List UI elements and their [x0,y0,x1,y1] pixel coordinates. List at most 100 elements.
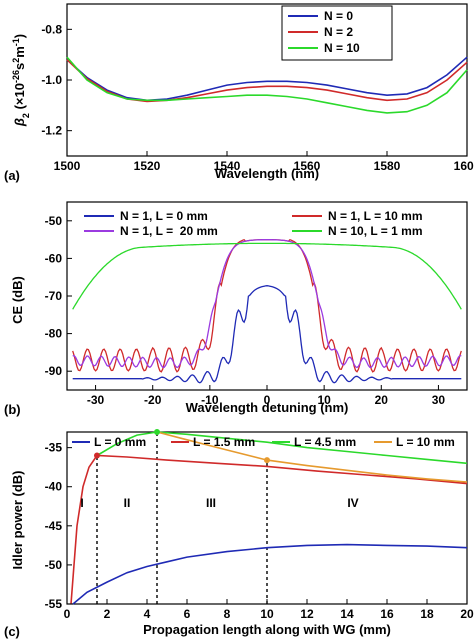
panel-b-ytick-label: -50 [45,214,63,228]
panel-b-legend-label: N = 1, L = 20 mm [120,224,218,238]
panel-a-xtick-label: 1540 [214,159,241,173]
panel-a-legend-label: N = 10 [324,41,360,55]
panel-b-xlabel: Wavelength detuning (nm) [186,400,349,415]
panel-c-series-2 [96,431,468,465]
panel-a-ytick-label: -1.2 [41,124,62,138]
panel-b-y-ticks: -50 -60 -70 -80 -90 [45,214,72,378]
panel-b-xtick-label: 30 [432,393,446,407]
panel-b-legend-label: N = 10, L = 1 mm [328,224,423,238]
panel-c-y-ticks: -35 -40 -45 -50 -55 [45,441,72,611]
panel-b-label: (b) [4,402,21,417]
panel-b-series-2 [72,239,462,369]
panel-c-xtick-label: 2 [104,607,111,621]
ylabel-unit-c: m [12,46,27,58]
panel-c-xtick-label: 12 [300,607,314,621]
panel-c-regions: I II III IV [80,496,358,510]
panel-c-xtick-label: 10 [260,607,274,621]
panel-c-ylabel: Idler power (dB) [10,471,25,570]
panel-c-xtick-label: 4 [144,607,151,621]
panel-c-region-label: I [80,496,83,510]
panel-b-legend-label: N = 1, L = 0 mm [120,209,208,223]
panel-c: 0 2 4 6 8 10 12 14 16 18 20 -35 -40 -45 -50 -55 L = 0 … [4,429,474,639]
panel-c-legend-label: L = 0 mm [94,435,146,449]
panel-b-xtick-label: 0 [264,393,271,407]
ylabel-beta: β [12,118,27,127]
panel-c-xlabel: Propagation length along with WG (mm) [143,622,391,637]
panel-c-marker [94,452,100,459]
panel-c-ytick-label: -50 [45,558,63,572]
panel-b-series-3 [72,242,462,310]
panel-a-legend-label: N = 0 [324,9,353,23]
panel-c-xtick-label: 16 [380,607,394,621]
panel-c-xtick-label: 0 [64,607,71,621]
panel-a-y-ticks: -0.8 -1.0 -1.2 [41,22,72,138]
panel-c-region-label: III [206,496,216,510]
panel-b-xtick-label: -10 [201,393,219,407]
ylabel-unit-a: (×10 [12,83,27,113]
panel-c-ytick-label: -35 [45,441,63,455]
panel-b-legend-entries: N = 1, L = 0 mm N = 1, L = 10 mm N = 1, L … [84,209,423,238]
panel-c-xtick-label: 18 [420,607,434,621]
panel-c-xtick-label: 8 [224,607,231,621]
panel-c-ytick-label: -55 [45,597,63,611]
panel-c-region-label: IV [347,496,358,510]
panel-a-series-0 [66,56,468,102]
panel-b-x-ticks: -30 -20 -10 0 10 20 30 [87,385,446,407]
panel-c-marker [264,457,270,464]
ylabel-unit-d: ) [12,34,27,38]
panel-a-x-ticks: 1500 1520 1540 1560 1580 1600 [54,151,474,173]
panel-a-ytick-label: -1.0 [41,73,62,87]
panel-a-ylabel: β2 (×10-26s2m-1) [11,34,31,127]
panel-c-xtick-label: 6 [184,607,191,621]
panel-c-ytick-label: -40 [45,480,63,494]
panel-b-series-1 [72,238,462,373]
panel-a: 1500 1520 1540 1560 1580 1600 -0.8 -1.0 -1.2 N … [4,3,474,183]
ylabel-sub: 2 [21,113,31,118]
panel-b-ytick-label: -70 [45,289,63,303]
panel-a-series-2 [66,56,468,114]
panel-b-xtick-label: 20 [375,393,389,407]
panel-c-region-label: II [124,496,131,510]
panel-b-series-0 [72,285,462,384]
panel-a-xtick-label: 1600 [454,159,474,173]
panel-c-series-0 [72,543,468,605]
panel-b-xtick-label: 10 [317,393,331,407]
panel-c-legend-entries: L = 0 mm L = 1.5 mm L = 4.5 mm L = 10 mm [72,435,455,449]
panel-c-label: (c) [4,624,20,639]
panel-b-ytick-label: -60 [45,251,63,265]
panel-b: -30 -20 -10 0 10 20 30 -50 -60 -70 -80 -90 N = 1, … [4,201,468,417]
ylabel-unit-b: s [12,63,27,70]
ylabel-sup2: 2 [11,58,21,63]
panel-b-legend-label: N = 1, L = 10 mm [328,209,423,223]
panel-a-frame [66,3,468,157]
panel-c-series-3 [156,431,468,483]
panel-a-xtick-label: 1560 [294,159,321,173]
panel-c-xtick-label: 14 [340,607,354,621]
panel-b-xtick-label: -30 [87,393,105,407]
panel-a-series [66,56,468,114]
panel-c-x-ticks: 0 2 4 6 8 10 12 14 16 18 20 [64,599,474,621]
panel-b-xtick-label: -20 [144,393,162,407]
panel-b-ylabel: CE (dB) [10,276,25,324]
panel-c-series [70,429,468,605]
panel-c-legend-label: L = 10 mm [396,435,455,449]
ylabel-sup1: -26 [11,70,21,83]
panel-a-label: (a) [4,168,20,183]
panel-a-legend-entries: N = 0 N = 2 N = 10 [288,9,360,55]
panel-c-marker [154,429,160,435]
panel-a-legend-label: N = 2 [324,25,353,39]
panel-b-ytick-label: -80 [45,327,63,341]
panel-a-xlabel: Wavelength (nm) [215,166,319,181]
panel-c-legend-label: L = 1.5 mm [193,435,255,449]
ylabel-sup3: -1 [11,38,21,46]
panel-c-series-1 [70,454,468,605]
panel-a-ytick-label: -0.8 [41,22,62,36]
panel-b-series [72,238,462,384]
panel-a-xtick-label: 1580 [374,159,401,173]
panel-c-legend-label: L = 4.5 mm [294,435,356,449]
panel-b-ytick-label: -90 [45,364,63,378]
panel-a-xtick-label: 1500 [54,159,81,173]
panel-c-xtick-label: 20 [460,607,474,621]
panel-a-xtick-label: 1520 [134,159,161,173]
